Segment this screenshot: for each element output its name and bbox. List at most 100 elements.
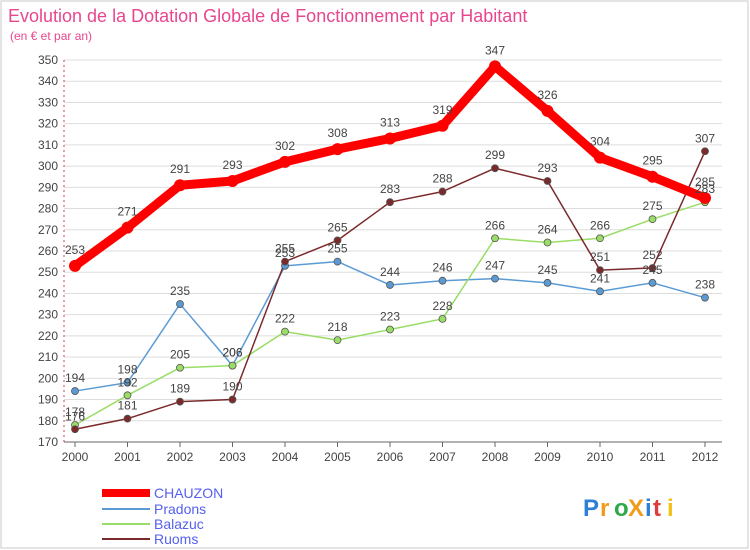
data-label-balazuc: 283 [695,182,715,196]
x-tick-label: 2002 [167,450,194,464]
data-point-balazuc [491,234,499,243]
data-label-pradons: 241 [590,271,610,285]
x-tick-label: 2008 [482,450,509,464]
data-label-pradons: 244 [380,265,400,279]
data-label-pradons: 245 [642,263,662,277]
data-point-chauzon [699,191,711,204]
x-tick-label: 2001 [114,450,141,464]
data-point-chauzon [436,119,449,132]
y-tick-label: 190 [38,393,58,407]
data-label-pradons: 198 [117,363,137,377]
data-point-ruoms [71,425,79,434]
data-point-balazuc [176,363,184,372]
logo-letter: i [667,495,674,522]
data-label-ruoms: 307 [695,131,715,145]
data-label-pradons: 247 [485,259,505,273]
data-label-ruoms: 265 [327,220,347,234]
data-point-ruoms [123,414,132,423]
data-point-ruoms [386,198,394,207]
data-label-balazuc: 205 [170,348,190,362]
data-point-pradons [71,387,79,395]
y-tick-label: 180 [38,414,58,428]
data-point-pradons [596,287,604,296]
data-point-ruoms [281,257,289,266]
y-tick-label: 210 [38,350,58,364]
data-point-chauzon [541,104,554,117]
x-tick-label: 2009 [534,450,561,464]
chart-title: Evolution de la Dotation Globale de Fonc… [8,6,527,26]
data-label-pradons: 235 [170,284,190,298]
data-label-balazuc: 222 [275,312,295,326]
chart-subtitle: (en € et par an) [10,29,92,43]
data-point-balazuc [438,315,447,323]
y-tick-label: 270 [38,223,58,237]
data-label-balazuc: 264 [537,223,557,237]
data-label-chauzon: 347 [485,43,505,57]
data-label-pradons: 246 [432,261,452,275]
data-point-ruoms [491,164,499,173]
data-point-chauzon [174,179,186,192]
y-tick-label: 230 [38,308,58,322]
data-label-ruoms: 293 [537,161,557,175]
data-label-chauzon: 293 [222,158,242,172]
data-label-balazuc: 218 [327,320,347,334]
data-point-chauzon [646,170,659,183]
y-tick-label: 200 [38,371,58,385]
data-point-ruoms [543,177,552,185]
data-label-pradons: 194 [65,371,85,385]
data-label-balazuc: 192 [117,375,137,389]
data-point-chauzon [384,132,396,145]
data-point-pradons [648,278,657,287]
data-point-balazuc [123,391,132,400]
data-point-ruoms [176,397,184,406]
data-point-balazuc [386,325,394,334]
x-tick-label: 2004 [272,450,299,464]
legend-label-balazuc: Balazuc [154,516,204,532]
data-point-chauzon [121,221,134,234]
data-point-ruoms [228,395,237,404]
legend-label-chauzon: CHAUZON [154,485,223,501]
x-tick-label: 2007 [429,450,456,464]
series-points [69,60,711,434]
data-label-balazuc: 266 [590,218,610,232]
data-label-balazuc: 266 [485,218,505,232]
data-label-pradons: 238 [695,278,715,292]
data-label-ruoms: 176 [65,409,85,423]
y-tick-label: 250 [38,265,58,279]
data-point-chauzon [226,174,239,187]
logo-letter: P [583,495,599,522]
y-tick-label: 220 [38,329,58,343]
data-point-balazuc [543,238,552,247]
data-label-chauzon: 313 [380,116,400,130]
y-tick-label: 310 [38,138,58,152]
data-label-pradons: 253 [275,246,295,260]
data-point-balazuc [333,336,342,345]
data-label-chauzon: 308 [327,126,347,140]
logo-letter: i [645,495,652,522]
data-point-balazuc [228,361,237,370]
x-tick-label: 2000 [62,450,89,464]
data-label-chauzon: 326 [537,88,557,102]
data-label-ruoms: 288 [432,172,452,186]
data-label-balazuc: 223 [380,310,400,324]
data-label-chauzon: 302 [275,139,295,153]
x-tick-label: 2003 [219,450,246,464]
y-tick-label: 280 [38,202,58,216]
data-label-chauzon: 319 [432,103,452,117]
data-label-chauzon: 291 [170,162,190,176]
logo-letter: r [600,495,609,522]
data-label-balazuc: 228 [432,299,452,313]
y-tick-label: 340 [38,74,58,88]
y-axis: 170 180 190 200 210 220 230 240 250 260 270 280 290 3… [38,53,65,449]
data-label-ruoms: 299 [485,148,505,162]
data-point-pradons [333,257,342,266]
y-tick-label: 300 [38,159,58,173]
data-label-ruoms: 189 [170,382,190,396]
data-point-balazuc [596,234,604,243]
data-point-pradons [176,300,184,308]
data-point-chauzon [279,155,291,168]
data-point-pradons [701,293,709,302]
data-label-pradons: 206 [222,346,242,360]
